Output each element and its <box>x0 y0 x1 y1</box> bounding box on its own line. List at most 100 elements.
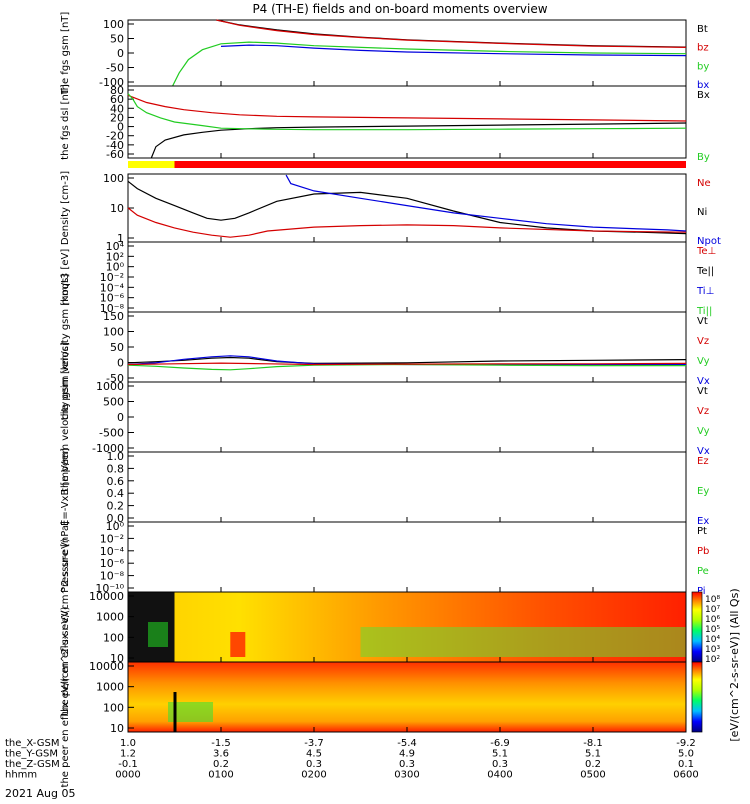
legend-entry: Vy <box>697 356 710 367</box>
date-label: 2021 Aug 05 <box>5 787 75 800</box>
spectrogram <box>128 662 686 732</box>
axis-row-label: the_Y-GSM <box>5 749 58 760</box>
y-tick-label: 10² <box>106 250 124 263</box>
y-tick-label: 50 <box>110 341 124 354</box>
panel-ylabel: the peim velocity gsm [km/s] <box>60 274 71 421</box>
axis-row-value: 0400 <box>487 770 512 781</box>
panel-ylabel: E=-VxB [mV/m] <box>60 448 71 526</box>
y-tick-label: 10⁰ <box>106 261 125 274</box>
y-tick-label: 10⁻⁶ <box>100 557 125 570</box>
panel-frame <box>127 381 687 453</box>
legend-entry: Ti|| <box>696 306 712 317</box>
series-line-by <box>172 41 687 87</box>
series-line-ni <box>127 180 687 235</box>
legend-entry: Te|| <box>696 266 714 277</box>
axis-row-value: 0.3 <box>399 759 415 770</box>
axis-row-value: 0300 <box>394 770 419 781</box>
panel-ylabel: Pressure [nPa] <box>60 521 71 593</box>
panel-ylabel: the fgs dsl [nT] <box>60 84 71 160</box>
y-tick-label: -50 <box>106 372 124 385</box>
panel-7: E=-VxB [mV/m] 1.00.80.60.40.20.0 Ez Ey Ex <box>60 448 709 527</box>
axis-row-value: 0100 <box>208 770 233 781</box>
axis-row-value: 4.9 <box>399 749 415 760</box>
y-tick-label: 0.6 <box>107 475 125 488</box>
colorbar-tick-label: 10⁵ <box>705 625 720 635</box>
legend-entry: Ne <box>697 178 711 189</box>
y-tick-label: 50 <box>110 33 124 46</box>
legend-entry: Vt <box>697 316 708 327</box>
y-tick-label: 10⁻⁸ <box>100 302 125 315</box>
legend-entry: Ez <box>697 456 709 467</box>
axis-row-value: 0.3 <box>492 759 508 770</box>
axis-row-value: 3.6 <box>213 749 229 760</box>
panel-ylabel: the peir en eflux eV/(cm^2-s-sr-eV) <box>60 538 71 716</box>
colorbar-top <box>691 591 703 663</box>
legend-entry: by <box>697 61 709 72</box>
legend-entry: Ey <box>697 486 709 497</box>
legend-entry: bz <box>697 43 709 54</box>
axis-row-value: -8.1 <box>583 738 603 749</box>
colorbar-tick-label: 10⁶ <box>705 615 720 625</box>
axis-row-value: 0.2 <box>585 759 601 770</box>
legend-entry: Bx <box>697 90 710 101</box>
colorbar-label: [eV/(cm^2-s-sr-eV)] (All Qs) <box>728 588 741 741</box>
panel-10: the peer en eflux eV/(cm^2-s-sr-eV) 10000… <box>60 606 687 787</box>
series-line-vz <box>127 362 687 366</box>
y-tick-label: 10⁻² <box>100 271 124 284</box>
y-tick-label: 1 <box>117 232 124 245</box>
y-tick-label: 60 <box>110 93 124 106</box>
axis-row-value: -1.5 <box>211 738 231 749</box>
series-line-npot <box>285 174 687 232</box>
y-tick-label: 10⁻⁴ <box>100 281 125 294</box>
axis-row-value: 0000 <box>115 770 140 781</box>
y-tick-label: 10 <box>110 722 124 735</box>
colorbar-tick-label: 10⁷ <box>705 605 720 615</box>
panel-1: the fgs gsm [nT] 100 500 -50-100 Bt bz by bx <box>60 12 709 95</box>
panel-ylabel: the fgs gsm [nT] <box>60 12 71 95</box>
legend-entry: Vz <box>697 336 709 347</box>
y-tick-label: 10⁻⁸ <box>100 570 125 583</box>
axis-row-label: hhmm <box>5 770 37 781</box>
axis-row-value: -6.9 <box>490 738 510 749</box>
y-tick-label: 1000 <box>96 611 124 624</box>
y-tick-label: 20 <box>110 111 124 124</box>
legend-entry: bx <box>697 80 709 91</box>
legend-entry: Ni <box>697 207 707 218</box>
panel-frame <box>127 241 687 313</box>
legend-entry: Te⊥ <box>696 246 716 257</box>
y-tick-label: -60 <box>106 148 124 161</box>
axis-row-value: 5.0 <box>678 749 694 760</box>
axis-row-value: 1.2 <box>120 749 136 760</box>
y-tick-label: 1000 <box>96 380 124 393</box>
y-tick-label: 100 <box>103 701 124 714</box>
panel-9: the peir en eflux eV/(cm^2-s-sr-eV) 10000… <box>60 538 687 716</box>
y-tick-label: 10⁻⁶ <box>100 292 125 305</box>
series-line-vt <box>127 356 687 365</box>
legend-entry: Npot <box>697 236 721 247</box>
y-tick-label: 0 <box>117 47 124 60</box>
figure-title: P4 (TH-E) fields and on-board moments ov… <box>252 2 547 16</box>
y-tick-label: 10 <box>110 652 124 665</box>
series-line-bt <box>216 19 687 48</box>
series-line-by <box>127 93 687 131</box>
y-tick-label: 1000 <box>96 681 124 694</box>
panel-frame <box>127 311 687 383</box>
panel-ylabel: moqt3 [eV] <box>60 249 71 306</box>
legend-entry: By <box>697 152 710 163</box>
spectrogram-patch <box>360 627 686 657</box>
axis-row-value: -0.1 <box>118 759 138 770</box>
y-tick-label: 150 <box>103 310 124 323</box>
panel-5: the peim velocity gsm [km/s] 150100500-50… <box>60 274 710 421</box>
legend-entry: Pi <box>697 586 706 597</box>
colorbar-tick-label: 10² <box>705 655 720 665</box>
y-tick-label: -500 <box>99 427 124 440</box>
legend-entry: Vt <box>697 386 708 397</box>
y-tick-label: 10000 <box>89 660 124 673</box>
y-tick-label: 80 <box>110 84 124 97</box>
y-tick-label: 1.0 <box>107 450 125 463</box>
colorbar-tick-label: 10³ <box>705 645 720 655</box>
